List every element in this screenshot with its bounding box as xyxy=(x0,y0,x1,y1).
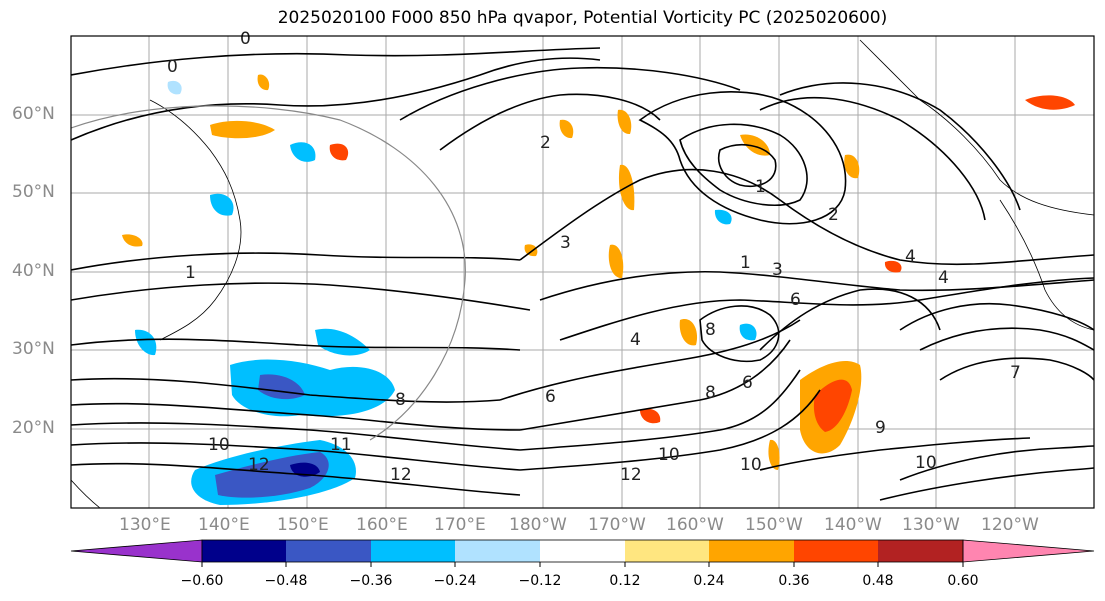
lon-label: 160°E xyxy=(356,515,408,535)
lon-label: 180°W xyxy=(509,515,567,535)
contour-label: 4 xyxy=(938,268,949,288)
lon-label: 170°W xyxy=(588,515,646,535)
colorbar-tick-label: −0.12 xyxy=(518,573,562,589)
contour-label: 0 xyxy=(240,29,251,49)
lon-label: 130°E xyxy=(119,515,171,535)
contour-label: 1 xyxy=(755,177,766,197)
contour-label-group: 0 0 1 1 1 2 2 3 3 4 4 4 6 6 6 7 8 8 8 9 … xyxy=(167,29,1021,485)
colorbar-segment xyxy=(794,540,878,562)
lon-label: 140°E xyxy=(198,515,250,535)
map-frame xyxy=(70,35,1095,509)
colorbar-segment xyxy=(625,540,709,562)
colorbar-tick-label: 0.60 xyxy=(947,573,979,589)
contour-label: 12 xyxy=(390,465,412,485)
lat-label: 60°N xyxy=(12,104,55,124)
colorbar-tick-label: −0.36 xyxy=(349,573,393,589)
lon-label: 130°W xyxy=(902,515,960,535)
contour-label: 3 xyxy=(560,233,571,253)
map-title: 2025020100 F000 850 hPa qvapor, Potentia… xyxy=(277,8,888,28)
pv-contours xyxy=(71,47,1094,501)
contour-label: 12 xyxy=(248,455,270,475)
lon-label: 160°W xyxy=(666,515,724,535)
range-ring xyxy=(71,105,466,441)
lat-label: 40°N xyxy=(12,261,55,281)
contour-label: 10 xyxy=(208,435,230,455)
contour-label: 8 xyxy=(705,320,716,340)
colorbar-tick-label: 0.48 xyxy=(862,573,894,589)
colorbar-max-extend xyxy=(962,539,1095,563)
contour-label: 6 xyxy=(790,290,801,310)
colorbar-segment xyxy=(202,540,286,562)
lon-label: 150°W xyxy=(745,515,803,535)
lat-label: 30°N xyxy=(12,339,55,359)
colorbar-tick-label: 0.24 xyxy=(693,573,725,589)
contour-label: 12 xyxy=(620,465,642,485)
colorbar-tick-label: −0.24 xyxy=(433,573,477,589)
contour-label: 3 xyxy=(772,260,783,280)
colorbar-segment xyxy=(540,540,625,562)
contour-label: 1 xyxy=(740,253,751,273)
contour-label: 7 xyxy=(1010,363,1021,383)
colorbar-tick-label: −0.48 xyxy=(264,573,308,589)
lon-label: 170°E xyxy=(434,515,486,535)
contour-label: 11 xyxy=(330,435,352,455)
contour-label: 10 xyxy=(740,455,762,475)
colorbar-segment xyxy=(455,540,540,562)
lon-label: 120°W xyxy=(981,515,1039,535)
contour-label: 1 xyxy=(185,263,196,283)
contour-label: 2 xyxy=(540,133,551,153)
contour-label: 4 xyxy=(905,247,916,267)
contour-label: 6 xyxy=(545,387,556,407)
colorbar xyxy=(70,539,1095,567)
contour-label: 4 xyxy=(630,330,641,350)
colorbar-segment xyxy=(286,540,371,562)
lat-label: 50°N xyxy=(12,182,55,202)
colorbar-min-extend xyxy=(70,539,203,563)
colorbar-tick-label: −0.60 xyxy=(180,573,224,589)
contour-label: 8 xyxy=(395,390,406,410)
lon-label: 140°W xyxy=(824,515,882,535)
contour-label: 8 xyxy=(705,383,716,403)
contour-label: 9 xyxy=(875,418,886,438)
colorbar-segment xyxy=(709,540,794,562)
colorbar-tick-label: 0.36 xyxy=(778,573,810,589)
colorbar-segment xyxy=(371,540,455,562)
contour-label: 0 xyxy=(167,57,178,77)
colorbar-segment xyxy=(878,540,963,562)
contour-label: 10 xyxy=(658,445,680,465)
contour-label: 2 xyxy=(828,205,839,225)
contour-label: 10 xyxy=(915,453,937,473)
contour-label: 6 xyxy=(742,373,753,393)
colorbar-tick-label: 0.12 xyxy=(609,573,641,589)
lon-label: 150°E xyxy=(277,515,329,535)
colorbar-frame xyxy=(201,539,964,563)
lat-label: 20°N xyxy=(12,418,55,438)
coastlines xyxy=(71,39,1094,508)
